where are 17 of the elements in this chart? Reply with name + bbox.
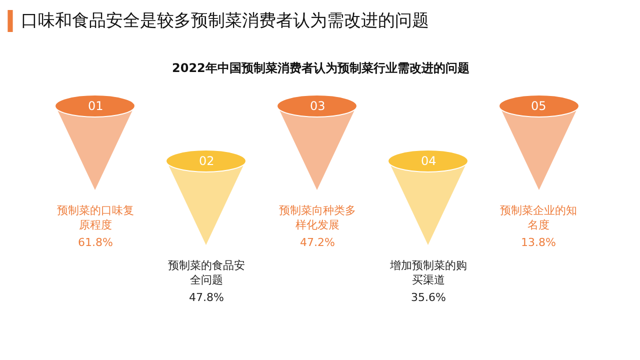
data-label: 61.8% (78, 236, 113, 249)
text: 05 (531, 99, 546, 113)
text: 03 (310, 99, 326, 113)
data-label: 47.2% (300, 236, 335, 249)
category-label: 增加预制菜的购买渠道 (389, 259, 467, 286)
text: 01 (88, 99, 104, 113)
category-label: 预制菜向种类多样化发展 (279, 204, 356, 232)
text: 2022年中国预制菜消费者认为预制菜行业需改进的问题 (172, 61, 470, 75)
category-label: 预制菜企业的知名度 (500, 204, 577, 232)
text: 02 (199, 154, 214, 168)
category-label: 预制菜的食品安全问题 (168, 259, 245, 286)
data-label: 47.8% (189, 291, 224, 304)
data-label: 35.6% (411, 291, 446, 304)
text: 04 (421, 154, 436, 168)
text: 口味和食品安全是较多预制菜消费者认为需改进的问题 (21, 11, 429, 31)
data-label: 13.8% (521, 236, 556, 249)
category-label: 预制菜的口味复原程度 (57, 204, 134, 232)
